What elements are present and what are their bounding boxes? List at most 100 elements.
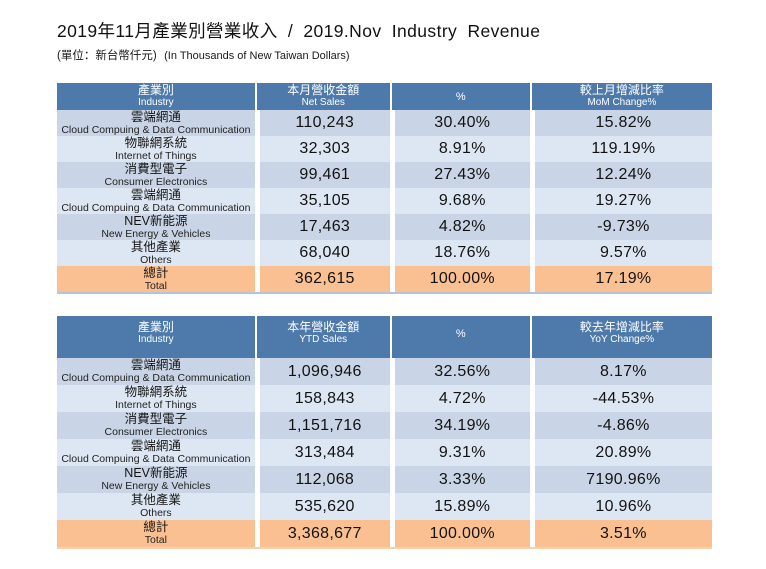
header-net-sales-en: Net Sales [301,97,345,108]
industry-cell: 其他產業 Others [57,493,255,520]
mom-change-value: 12.24% [529,162,712,188]
header-net-sales-zh: 本月營收金額 [287,83,360,97]
industry-name-en: Internet of Things [115,399,197,411]
industry-name-en: Cloud Compuing & Data Communication [61,201,251,214]
ytd-sales-value: 158,843 [254,385,390,412]
ytd-sales-value: 112,068 [254,466,390,493]
header-industry-zh: 產業別 [137,83,174,97]
table-row: 雲端網通 Cloud Compuing & Data Communication… [57,439,712,466]
yoy-change-value: 7190.96% [529,466,712,493]
industry-cell: 雲端網通 Cloud Compuing & Data Communication [57,188,255,214]
net-sales-value: 32,303 [254,136,390,162]
ytd-revenue-table: 產業別 Industry 本年營收金額 YTD Sales % 較去年增減比率 … [57,316,712,549]
total-label-cell: 總計 Total [57,266,255,292]
total-percent-value: 100.00% [389,520,530,547]
industry-cell: 雲端網通 Cloud Compuing & Data Communication [57,358,255,385]
industry-name-zh: NEV新能源 [124,214,188,228]
monthly-revenue-table: 產業別 Industry 本月營收金額 Net Sales % 較上月增減比率 … [57,83,712,294]
header-cell-yoy-change: 較去年增減比率 YoY Change% [529,316,712,358]
industry-cell: NEV新能源 New Energy & Vehicles [57,214,255,240]
industry-name-zh: 物聯網系統 [124,136,188,150]
industry-name-zh: 物聯網系統 [124,385,188,399]
industry-name-en: Cloud Compuing & Data Communication [61,123,251,136]
net-sales-value: 99,461 [254,162,390,188]
industry-name-zh: 消費型電子 [124,162,188,176]
header-industry-zh: 產業別 [137,320,174,334]
ytd-sales-value: 313,484 [254,439,390,466]
industry-cell: 其他產業 Others [57,240,255,266]
industry-cell: 物聯網系統 Internet of Things [57,136,255,162]
header-percent-label: % [455,90,466,103]
total-percent-value: 100.00% [389,266,530,292]
page-title: 2019年11月產業別營業收入 / 2019.Nov Industry Reve… [57,21,541,41]
percent-value: 4.82% [389,214,530,240]
industry-name-en: Cloud Compuing & Data Communication [61,372,251,384]
percent-value: 32.56% [389,358,530,385]
ytd-sales-value: 1,151,716 [254,412,390,439]
table-row: 物聯網系統 Internet of Things 32,303 8.91% 11… [57,136,712,162]
industry-cell: 消費型電子 Consumer Electronics [57,412,255,439]
header-yoy-change-en: YoY Change% [589,334,655,345]
net-sales-value: 35,105 [254,188,390,214]
table-row: 雲端網通 Cloud Compuing & Data Communication… [57,188,712,214]
net-sales-value: 110,243 [254,110,390,136]
industry-cell: 物聯網系統 Internet of Things [57,385,255,412]
total-label-zh: 總計 [143,266,169,280]
ytd-header-row: 產業別 Industry 本年營收金額 YTD Sales % 較去年增減比率 … [57,316,712,358]
industry-name-zh: 雲端網通 [130,188,181,202]
total-row: 總計 Total 3,368,677 100.00% 3.51% [57,520,712,547]
table-row: NEV新能源 New Energy & Vehicles 17,463 4.82… [57,214,712,240]
header-mom-change-en: MoM Change% [587,97,657,108]
yoy-change-value: 20.89% [529,439,712,466]
percent-value: 18.76% [389,240,530,266]
mom-change-value: 19.27% [529,188,712,214]
unit-note-zh: (單位：新台幣仟元) [57,50,157,62]
percent-value: 8.91% [389,136,530,162]
mom-change-value: 9.57% [529,240,712,266]
table-row: NEV新能源 New Energy & Vehicles 112,068 3.3… [57,466,712,493]
industry-cell: 消費型電子 Consumer Electronics [57,162,255,188]
industry-cell: 雲端網通 Cloud Compuing & Data Communication [57,110,255,136]
header-industry-en: Industry [138,97,174,108]
yoy-change-value: 10.96% [529,493,712,520]
table-row: 其他產業 Others 68,040 18.76% 9.57% [57,240,712,266]
total-ytd-sales-value: 3,368,677 [254,520,390,547]
percent-value: 27.43% [389,162,530,188]
industry-cell: NEV新能源 New Energy & Vehicles [57,466,255,493]
industry-name-en: New Energy & Vehicles [101,480,211,492]
industry-cell: 雲端網通 Cloud Compuing & Data Communication [57,439,255,466]
header-cell-industry: 產業別 Industry [57,83,255,110]
total-label-en: Total [144,279,167,292]
industry-name-zh: 雲端網通 [130,110,181,124]
percent-value: 30.40% [389,110,530,136]
total-net-sales-value: 362,615 [254,266,390,292]
total-label-zh: 總計 [143,520,169,534]
table-row: 雲端網通 Cloud Compuing & Data Communication… [57,110,712,136]
mom-change-value: -9.73% [529,214,712,240]
table-row: 消費型電子 Consumer Electronics 99,461 27.43%… [57,162,712,188]
total-row: 總計 Total 362,615 100.00% 17.19% [57,266,712,292]
industry-name-en: Consumer Electronics [104,175,208,188]
monthly-header-row: 產業別 Industry 本月營收金額 Net Sales % 較上月增減比率 … [57,83,712,110]
yoy-change-value: 8.17% [529,358,712,385]
industry-name-en: Consumer Electronics [104,426,208,438]
yoy-change-value: -4.86% [529,412,712,439]
table-row: 消費型電子 Consumer Electronics 1,151,716 34.… [57,412,712,439]
header-ytd-sales-zh: 本年營收金額 [287,320,360,334]
table-row: 物聯網系統 Internet of Things 158,843 4.72% -… [57,385,712,412]
header-percent-label: % [455,327,466,340]
header-industry-en: Industry [138,334,174,345]
header-cell-mom-change: 較上月增減比率 MoM Change% [529,83,712,110]
total-label-cell: 總計 Total [57,520,255,547]
subtitle: (單位：新台幣仟元) (In Thousands of New Taiwan D… [57,46,350,64]
percent-value: 34.19% [389,412,530,439]
industry-name-zh: 消費型電子 [124,412,188,426]
percent-value: 15.89% [389,493,530,520]
total-mom-change-value: 17.19% [529,266,712,292]
table-row: 其他產業 Others 535,620 15.89% 10.96% [57,493,712,520]
header-cell-percent: % [389,83,530,110]
header-cell-percent: % [389,316,530,358]
header-mom-change-zh: 較上月增減比率 [579,83,664,97]
percent-value: 9.31% [389,439,530,466]
